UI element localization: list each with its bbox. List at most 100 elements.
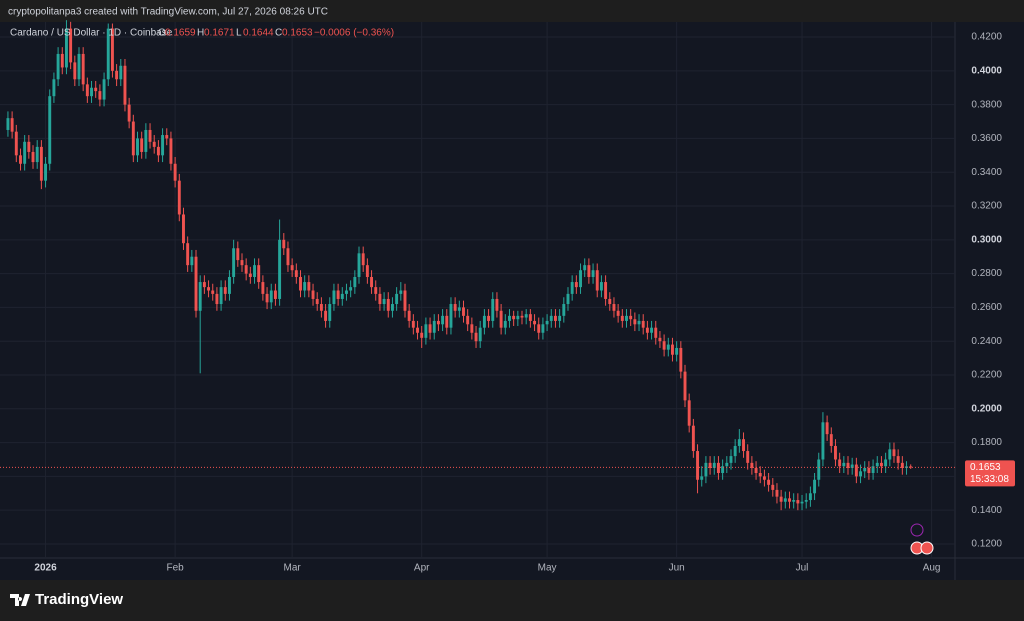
legend-title: Cardano / US Dollar · 1D · Coinbase: [10, 28, 173, 39]
candle-body: [382, 298, 386, 305]
candle-body: [871, 466, 875, 474]
candle-body: [315, 298, 319, 305]
candle-body: [328, 304, 332, 321]
candle-body: [804, 500, 808, 502]
candle-body: [558, 315, 562, 321]
candle-body: [478, 327, 482, 342]
labels: 0.12000.14000.16000.18000.20000.22000.24…: [10, 28, 1015, 574]
candle-body: [399, 290, 403, 294]
logo: TradingView: [10, 591, 123, 608]
candle-body: [286, 248, 290, 266]
candle-body: [278, 239, 282, 299]
candle-body: [671, 344, 674, 355]
candle-body: [746, 451, 750, 463]
candle-body: [6, 118, 10, 130]
candle-body: [892, 449, 896, 457]
candle-body: [273, 290, 277, 299]
candle-body: [173, 163, 177, 181]
legend-ohlc-key: H: [197, 28, 204, 39]
candle-body: [909, 466, 913, 468]
candle-body: [637, 320, 641, 325]
candle-body: [779, 496, 783, 502]
candle-body: [846, 462, 850, 468]
candles: [0, 20, 955, 511]
candle-body: [616, 310, 620, 316]
candle-body: [215, 293, 219, 305]
candle-body: [370, 276, 374, 288]
candle-body: [123, 65, 127, 105]
flag-icon: [920, 541, 934, 555]
countdown-label: 15:33:08: [970, 474, 1009, 485]
candle-body: [361, 253, 365, 266]
candle-body: [319, 304, 323, 311]
candle-body: [407, 310, 411, 321]
candle-body: [771, 484, 775, 490]
candle-body: [788, 498, 791, 502]
candle-body: [495, 298, 499, 311]
x-tick-label: Apr: [414, 563, 430, 574]
candle-body: [721, 466, 725, 474]
candle-body: [821, 422, 825, 460]
candle-body: [900, 462, 904, 468]
candle-body: [411, 320, 415, 328]
candle-body: [303, 282, 307, 291]
candle-body: [503, 320, 507, 328]
legend-ohlc-key: L: [236, 28, 242, 39]
candle-body: [236, 248, 240, 261]
candle-body: [35, 146, 39, 163]
candle-body: [733, 445, 737, 457]
legend-ohlc-value: 0.1644: [243, 28, 274, 39]
candle-body: [533, 320, 537, 325]
candle-body: [587, 265, 591, 277]
logo-text: TradingView: [35, 591, 123, 608]
candle-body: [729, 456, 733, 463]
candle-body: [666, 344, 670, 350]
candle-body: [244, 265, 248, 274]
candle-body: [52, 79, 56, 97]
candle-body: [190, 256, 194, 266]
candle-body: [712, 462, 716, 468]
candle-body: [800, 501, 804, 504]
candle-body: [650, 327, 654, 333]
candle-body: [742, 439, 745, 452]
candle-body: [390, 304, 394, 311]
y-tick-label: 0.3200: [971, 201, 1002, 212]
candle-body: [574, 282, 578, 288]
candle-body: [198, 282, 202, 311]
candle-body: [324, 310, 328, 321]
candle-body: [737, 439, 741, 446]
candle-body: [599, 282, 603, 291]
candle-body: [165, 135, 169, 139]
candle-body: [758, 473, 762, 477]
candle-body: [420, 332, 424, 338]
candle-body: [64, 28, 68, 68]
candle-body: [127, 104, 131, 122]
y-tick-label: 0.3800: [971, 99, 1002, 110]
candle-body: [850, 464, 854, 468]
candle-body: [77, 53, 81, 80]
candle-body: [654, 327, 658, 338]
candle-body: [374, 287, 378, 294]
candle-body: [708, 462, 712, 468]
candle-body: [512, 315, 516, 320]
candle-body: [177, 180, 181, 215]
candle-body: [257, 265, 261, 283]
y-tick-label: 0.3000: [971, 234, 1002, 245]
legend-ohlc-value: 0.1653: [282, 28, 313, 39]
candle-body: [520, 315, 524, 318]
candle-body: [762, 476, 766, 480]
candle-body: [248, 273, 252, 277]
candle-body: [60, 53, 64, 68]
y-tick-label: 0.2200: [971, 370, 1002, 381]
candle-body: [842, 462, 846, 467]
candle-body: [813, 479, 817, 494]
candle-body: [223, 287, 227, 294]
y-tick-label: 0.4000: [971, 65, 1002, 76]
candle-body: [700, 476, 704, 480]
candle-body: [499, 310, 503, 328]
candle-body: [311, 290, 315, 299]
candle-body: [144, 129, 148, 152]
candle-body: [687, 400, 691, 426]
candle-body: [416, 327, 419, 333]
